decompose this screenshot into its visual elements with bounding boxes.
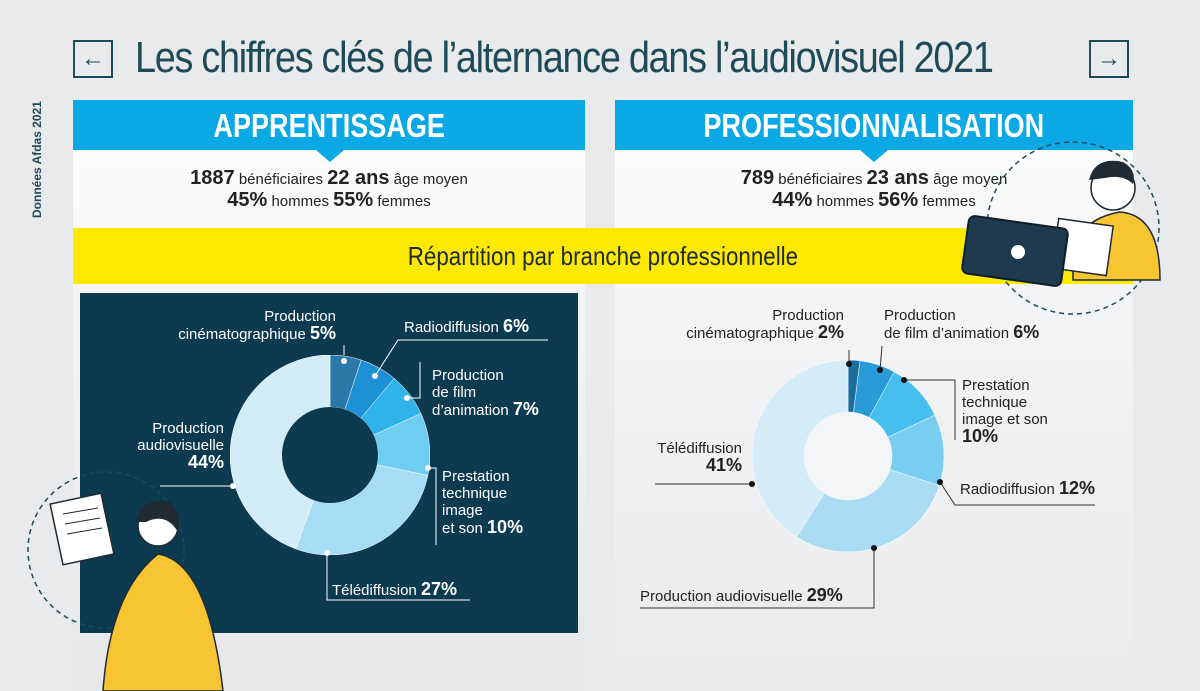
dot-teledif-p xyxy=(749,481,755,487)
arrow-right-icon: → xyxy=(1097,45,1121,72)
next-button[interactable]: → xyxy=(1089,40,1129,78)
woman-with-paper-illustration xyxy=(27,471,224,691)
apprentissage-femmes-label: femmes xyxy=(377,193,431,210)
leader-animation-a xyxy=(407,362,421,399)
laptop-logo-icon xyxy=(1011,245,1025,259)
professionnalisation-hommes-value: 44% xyxy=(772,189,813,211)
branch-band: Répartition par branche professionnelle xyxy=(73,228,1133,284)
apprentissage-leader-dots xyxy=(230,358,431,556)
man-with-laptop-illustration xyxy=(961,141,1161,315)
apprentissage-age-label: âge moyen xyxy=(393,171,468,188)
professionnalisation-beneficiaires-label: bénéficiaires xyxy=(778,171,863,188)
arrow-left-icon: ← xyxy=(81,45,105,72)
apprentissage-beneficiaires-label: bénéficiaires xyxy=(238,171,324,188)
professionnalisation-femmes-label: femmes xyxy=(922,193,976,210)
hair xyxy=(1089,160,1134,184)
leader-prodav-p xyxy=(640,548,875,609)
professionnalisation-leader-dots xyxy=(749,361,943,551)
professionnalisation-leaders xyxy=(640,345,1095,609)
professionnalisation-beneficiaires-value: 789 xyxy=(740,167,775,189)
dot-cinema-p xyxy=(846,361,852,367)
apprentissage-age-value: 22 ans xyxy=(327,167,390,189)
apprentissage-femmes-value: 55% xyxy=(333,189,374,211)
dot-animation-a xyxy=(404,395,410,401)
apprentissage-hommes-value: 45% xyxy=(227,189,268,211)
professionnalisation-hommes-label: hommes xyxy=(816,193,874,210)
professionnalisation-donut-hole xyxy=(804,412,892,500)
dashed-circle xyxy=(27,471,185,629)
dashed-circle xyxy=(986,141,1160,315)
paper-lines xyxy=(62,507,103,535)
apprentissage-donut-chart xyxy=(230,355,430,555)
page-title: Les chiffres clés de l’alternance dans l… xyxy=(135,33,994,82)
dot-radio-a xyxy=(372,373,378,379)
label-teledif-p: Télédiffusion 41% xyxy=(657,440,742,475)
professionnalisation-stats: 789 bénéficiaires 23 ans âge moyen 44% h… xyxy=(615,168,1133,212)
label-prodav-p: Production audiovisuelle 29% xyxy=(640,585,843,605)
previous-button[interactable]: ← xyxy=(73,40,113,78)
leader-radio-p xyxy=(939,481,1095,506)
label-radio-p: Radiodiffusion 12% xyxy=(960,478,1095,498)
label-radio-a: Radiodiffusion 6% xyxy=(404,316,529,336)
dot-radio-p xyxy=(937,479,943,485)
dot-prestation-a xyxy=(425,465,431,471)
label-animation-a: Production de film d’animation 7% xyxy=(432,367,539,419)
apprentissage-slice-5 xyxy=(295,464,429,555)
label-cinema-p: Production cinématographique 2% xyxy=(686,307,844,342)
label-animation-p: Production de film d’animation 6% xyxy=(884,307,1040,342)
professionnalisation-age-label: âge moyen xyxy=(933,171,1008,188)
apprentissage-donut-hole xyxy=(282,407,378,503)
dot-prestation-p xyxy=(901,377,907,383)
leader-animation-p xyxy=(879,345,883,371)
apprentissage-stats: 1887 bénéficiaires 22 ans âge moyen 45% … xyxy=(73,168,585,212)
label-prodav-a: Production audiovisuelle 44% xyxy=(137,420,224,472)
dot-prodav-p xyxy=(871,545,877,551)
label-prestation-p: Prestation technique image et son 10% xyxy=(962,377,1048,446)
professionnalisation-heading: PROFESSIONNALISATION xyxy=(615,100,1133,150)
coat xyxy=(102,553,224,691)
dot-animation-p xyxy=(877,367,883,373)
apprentissage-heading: APPRENTISSAGE xyxy=(73,100,585,150)
dot-prodav-a xyxy=(230,483,236,489)
apprentissage-notch xyxy=(316,150,344,162)
apprentissage-hommes-label: hommes xyxy=(271,193,329,210)
dot-cinema-a xyxy=(341,358,347,364)
apprentissage-beneficiaires-value: 1887 xyxy=(190,167,235,189)
leader-prestation-a xyxy=(428,467,437,545)
professionnalisation-femmes-value: 56% xyxy=(878,189,919,211)
dot-teledif-a xyxy=(324,550,330,556)
leader-prestation-p xyxy=(904,379,956,440)
professionnalisation-notch xyxy=(860,150,888,162)
leader-teledif-a xyxy=(326,555,470,601)
professionnalisation-age-value: 23 ans xyxy=(866,167,929,189)
label-teledif-a: Télédiffusion 27% xyxy=(332,579,457,599)
hair xyxy=(136,500,179,532)
leader-radio-a xyxy=(374,339,548,377)
label-cinema-a: Production cinématographique 5% xyxy=(178,308,336,343)
paper-sheet xyxy=(49,492,115,566)
professionnalisation-donut-chart xyxy=(752,360,944,552)
label-prestation-a: Prestation technique image et son 10% xyxy=(442,468,524,537)
